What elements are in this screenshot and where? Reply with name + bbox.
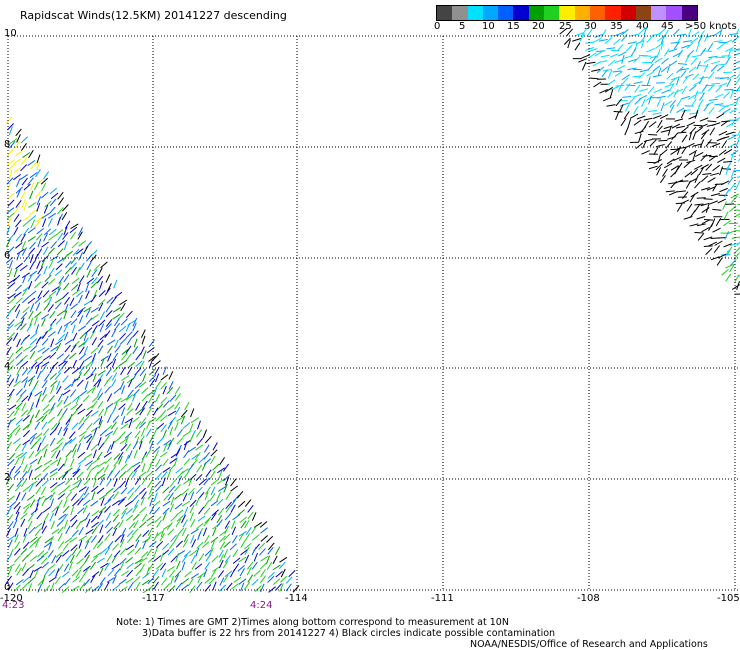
lon-label: -105 [717, 593, 740, 604]
note-line-1: Note: 1) Times are GMT 2)Times along bot… [116, 617, 509, 628]
lon-label: -108 [577, 593, 600, 604]
scale-swatch [605, 6, 621, 20]
scale-swatch [589, 6, 606, 20]
wind-barbs-layer [5, 26, 740, 594]
lon-label: -120 [0, 593, 23, 604]
note-line-2: 3)Data buffer is 22 hrs from 20141227 4)… [142, 628, 556, 639]
swath-time-start: 4:23 [2, 600, 25, 611]
scale-swatch [452, 6, 468, 20]
scale-swatch [574, 6, 590, 20]
scale-swatch [635, 6, 652, 20]
scale-label: 10 [482, 21, 495, 32]
wind-speed-color-scale [436, 5, 698, 21]
scale-label: >50 knots [685, 21, 737, 32]
scale-label: 15 [507, 21, 520, 32]
scale-swatch [681, 6, 698, 20]
scale-swatch [559, 6, 575, 20]
scale-label: 45 [661, 21, 674, 32]
agency-credit: NOAA/NESDIS/Office of Research and Appli… [470, 639, 708, 650]
lat-label: 10 [4, 28, 17, 39]
scale-swatch [544, 6, 560, 20]
scale-swatch [666, 6, 682, 20]
lon-label: -117 [142, 593, 165, 604]
scale-label: 30 [584, 21, 597, 32]
lon-label: -114 [285, 593, 308, 604]
grid-lines [7, 35, 740, 591]
lon-label: -111 [431, 593, 454, 604]
lat-label: 0 [4, 582, 10, 593]
map-title: Rapidscat Winds(12.5KM) 20141227 descend… [20, 9, 287, 22]
lat-label: 8 [4, 139, 10, 150]
scale-swatch [437, 6, 453, 20]
lat-label: 4 [4, 361, 10, 372]
scale-swatch [528, 6, 545, 20]
scale-swatch [651, 6, 667, 20]
scale-label: 35 [610, 21, 623, 32]
scale-label: 40 [636, 21, 649, 32]
lon-labels: -120 -117 -114 -111 -108 -105 [0, 593, 740, 604]
lat-label: 6 [4, 250, 10, 261]
scale-swatch [467, 6, 483, 20]
scale-swatch [513, 6, 529, 20]
wind-speed-scale-labels: 0 5 10 15 20 25 30 35 40 45 >50 knots [432, 21, 740, 33]
scale-label: 5 [459, 21, 466, 32]
lat-label: 2 [4, 472, 10, 483]
scale-label: 0 [434, 21, 441, 32]
scale-label: 20 [532, 21, 545, 32]
lat-labels: 10 8 6 4 2 0 [4, 28, 17, 593]
scale-swatch [498, 6, 514, 20]
scale-label: 25 [559, 21, 572, 32]
scale-swatch [620, 6, 636, 20]
scale-swatch [482, 6, 499, 20]
swath-time-end: 4:24 [250, 600, 273, 611]
